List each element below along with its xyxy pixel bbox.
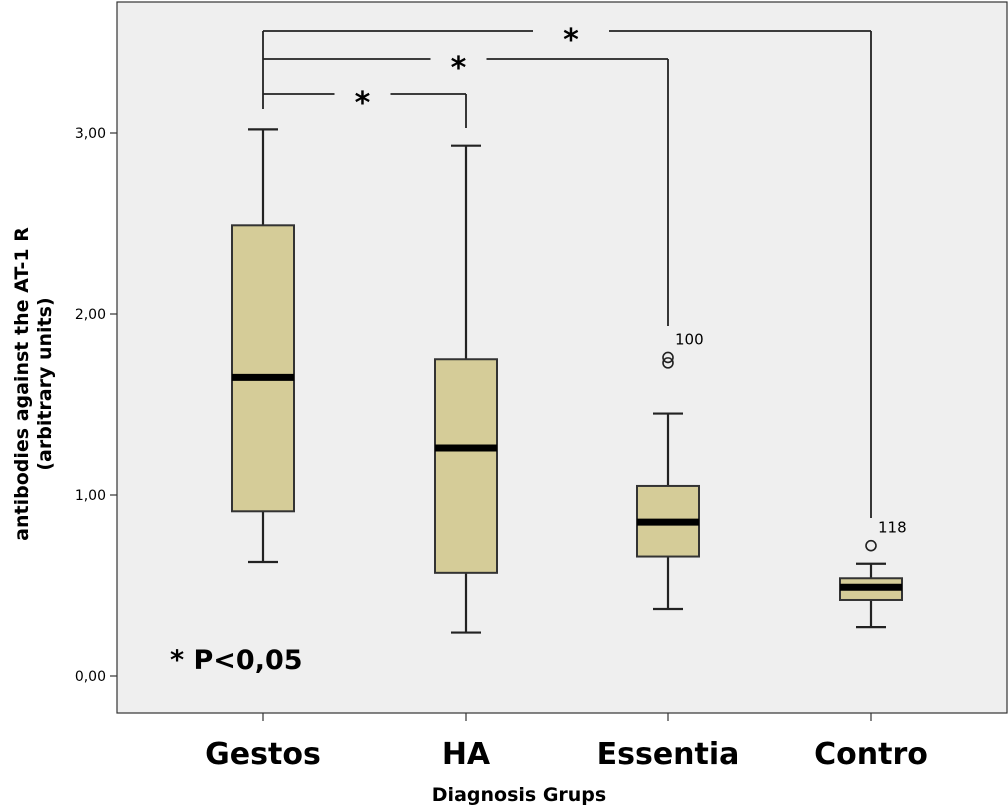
box-ha — [434, 144, 498, 634]
box-essentia: 100 — [636, 330, 704, 611]
x-axis: Gestos HA Essentia Contro — [205, 713, 928, 772]
iqr-box — [434, 358, 498, 574]
bracket-gestos-essentia: * — [263, 51, 669, 326]
significance-star: * — [563, 23, 579, 58]
category-label-contro: Contro — [814, 737, 928, 772]
bracket-gestos-ha: * — [263, 86, 467, 128]
outlier-point — [865, 539, 877, 552]
significance-star: * — [355, 86, 371, 121]
iqr-box — [231, 224, 295, 513]
boxes: 100 118 — [231, 128, 907, 634]
significance-star: * — [451, 51, 467, 86]
category-label-essentia: Essentia — [597, 737, 740, 772]
significance-brackets: * * * — [262, 23, 872, 518]
category-label-gestos: Gestos — [205, 737, 321, 772]
y-tick-label: 0,00 — [75, 669, 106, 685]
outlier-label: 118 — [878, 519, 907, 537]
box-gestos — [231, 128, 295, 564]
y-tick-label: 3,00 — [75, 126, 106, 142]
box-contro: 118 — [839, 519, 907, 629]
bracket-gestos-contro: * — [263, 23, 872, 518]
y-axis-label-line1: antibodies against the AT-1 R — [11, 227, 33, 541]
y-axis-label-line2: (arbitrary units) — [34, 297, 56, 470]
y-tick-label: 1,00 — [75, 488, 106, 504]
outlier-label: 100 — [675, 330, 704, 348]
outlier-point — [662, 351, 674, 364]
p-value-annotation: * P<0,05 — [170, 645, 303, 676]
category-label-ha: HA — [442, 737, 491, 772]
y-axis: 0,00 1,00 2,00 3,00 — [75, 126, 117, 685]
y-tick-label: 2,00 — [75, 307, 106, 323]
x-axis-label: Diagnosis Grups — [432, 784, 606, 806]
outlier-point — [662, 357, 674, 369]
